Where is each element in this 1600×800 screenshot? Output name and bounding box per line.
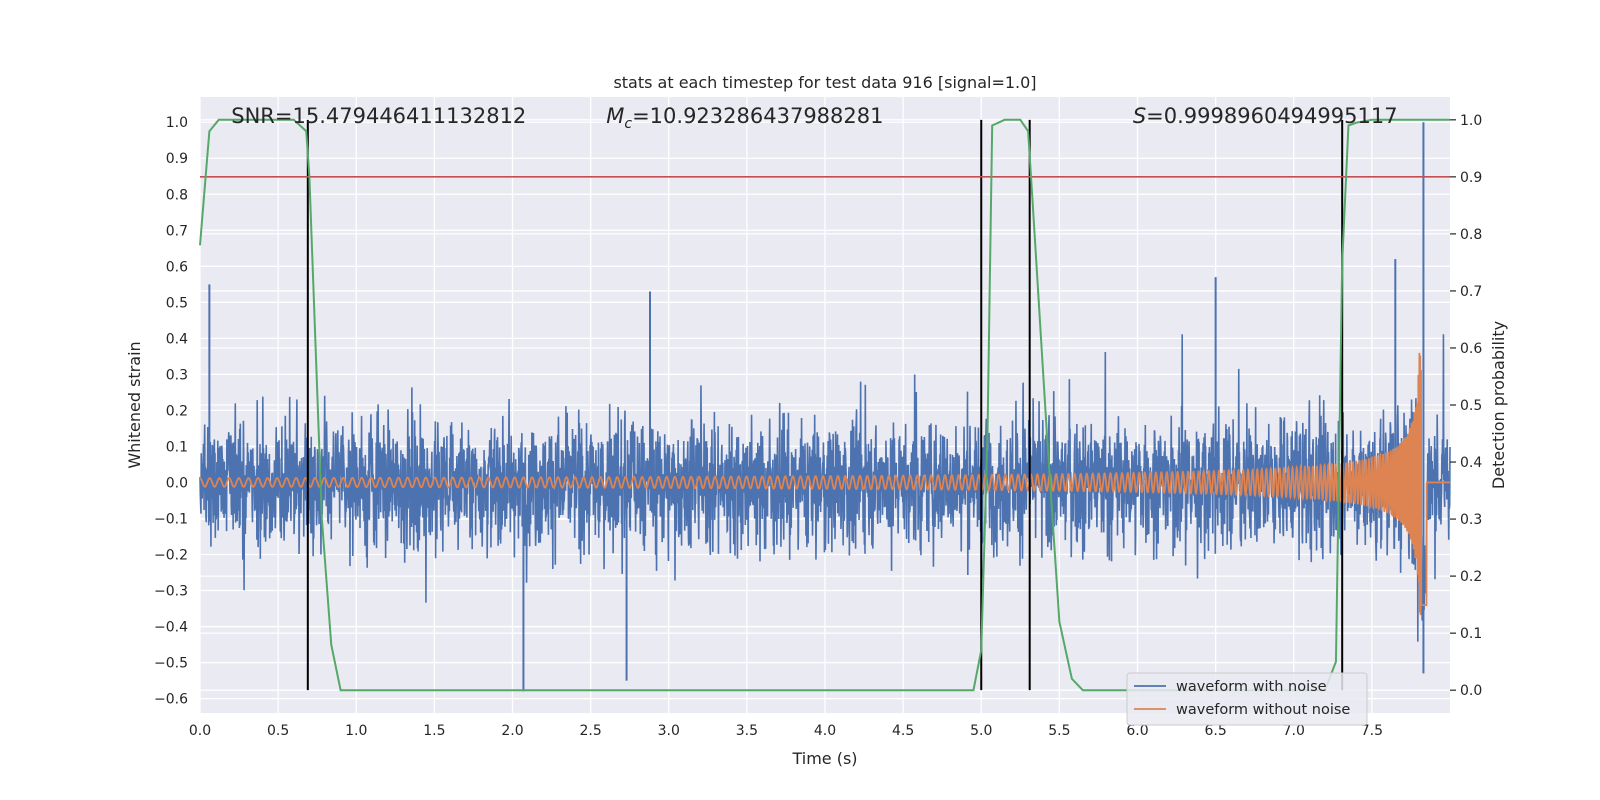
y-tick-label: 0.0	[166, 475, 188, 491]
y2-tick-label: 0.1	[1460, 626, 1482, 642]
y2-tick-label: 0.8	[1460, 227, 1482, 243]
y2-tick-label: 0.9	[1460, 170, 1482, 186]
y-tick-label: −0.1	[154, 511, 188, 527]
y-tick-label: 0.3	[166, 367, 188, 383]
y-tick-label: −0.5	[154, 656, 188, 672]
x-tick-label: 4.5	[892, 723, 914, 739]
y-tick-label: 0.6	[166, 259, 188, 275]
x-tick-label: 6.0	[1126, 723, 1148, 739]
y2-tick-label: 0.4	[1460, 455, 1482, 471]
y-tick-label: 0.2	[166, 403, 188, 419]
annotations: SNR=15.479446411132812 Mc=10.923286437988…	[231, 104, 1397, 132]
chirp-line	[199, 352, 1450, 616]
y-axis-label: Whitened strain	[125, 341, 144, 468]
y2-tick-label: 0.6	[1460, 341, 1482, 357]
y-tick-label: 0.5	[166, 295, 188, 311]
y-tick-label: 0.4	[166, 331, 188, 347]
y-tick-label: 1.0	[166, 115, 188, 131]
x-tick-label: 3.5	[736, 723, 758, 739]
series-detection-probability	[199, 118, 1450, 692]
y2-tick-label: 1.0	[1460, 113, 1482, 129]
y2-tick-label: 0.7	[1460, 284, 1482, 300]
x-tick-label: 0.0	[189, 723, 211, 739]
y-tick-label: 0.7	[166, 223, 188, 239]
y-tick-label: −0.4	[154, 620, 188, 636]
y-tick-label: 0.8	[166, 187, 188, 203]
x-tick-label: 2.5	[579, 723, 601, 739]
y2-tick-label: 0.3	[1460, 512, 1482, 528]
y-tick-label: −0.2	[154, 547, 188, 563]
chart-title: stats at each timestep for test data 916…	[613, 73, 1036, 92]
x-axis-label: Time (s)	[791, 749, 857, 768]
annotation-0: SNR=15.479446411132812	[231, 104, 526, 128]
y-tick-label: 0.9	[166, 151, 188, 167]
y2-axis-label: Detection probability	[1489, 321, 1508, 489]
y-tick-label: −0.6	[154, 692, 188, 708]
x-tick-label: 4.0	[814, 723, 836, 739]
legend-box	[1126, 672, 1368, 726]
annotation-1: Mc=10.923286437988281	[606, 104, 883, 132]
x-tick-label: 7.5	[1361, 723, 1383, 739]
x-tick-label: 1.5	[423, 723, 445, 739]
vertical-markers	[306, 119, 1344, 691]
y2-tick-label: 0.2	[1460, 569, 1482, 585]
y-tick-label: 0.1	[166, 439, 188, 455]
legend: waveform with noise waveform without noi…	[1126, 672, 1368, 726]
x-tick-label: 3.0	[658, 723, 680, 739]
x-tick-label: 2.0	[501, 723, 523, 739]
y2-tick-label: 0.5	[1460, 398, 1482, 414]
annotation-2: S=0.9998960494995117	[1133, 104, 1398, 128]
x-tick-label: 7.0	[1283, 723, 1305, 739]
x-tick-label: 5.5	[1048, 723, 1070, 739]
probability-line	[199, 118, 1450, 692]
series-waveform-without-noise	[199, 352, 1450, 616]
x-tick-label: 1.0	[345, 723, 367, 739]
y-tick-label: −0.3	[154, 584, 188, 600]
y2-tick-label: 0.0	[1460, 683, 1482, 699]
legend-label-clean: waveform without noise	[1176, 702, 1350, 718]
y2-axis-ticks: 1.0 0.9 0.8 0.7 0.6 0.5 0.4 0.3 0.2 0.1 0.0	[1450, 113, 1482, 699]
y-axis-ticks: 1.0 0.9 0.8 0.7 0.6 0.5 0.4 0.3 0.2 0.1 0.0 −0.1 −0.…	[154, 115, 188, 707]
x-axis-ticks: 0.0 0.5 1.0 1.5 2.0 2.5 3.0 3.5 4.0 4.5 5.0 5.5 6.0 6…	[189, 723, 1383, 739]
x-tick-label: 0.5	[267, 723, 289, 739]
legend-label-noise: waveform with noise	[1176, 679, 1327, 695]
x-tick-label: 5.0	[970, 723, 992, 739]
x-tick-label: 6.5	[1204, 723, 1226, 739]
